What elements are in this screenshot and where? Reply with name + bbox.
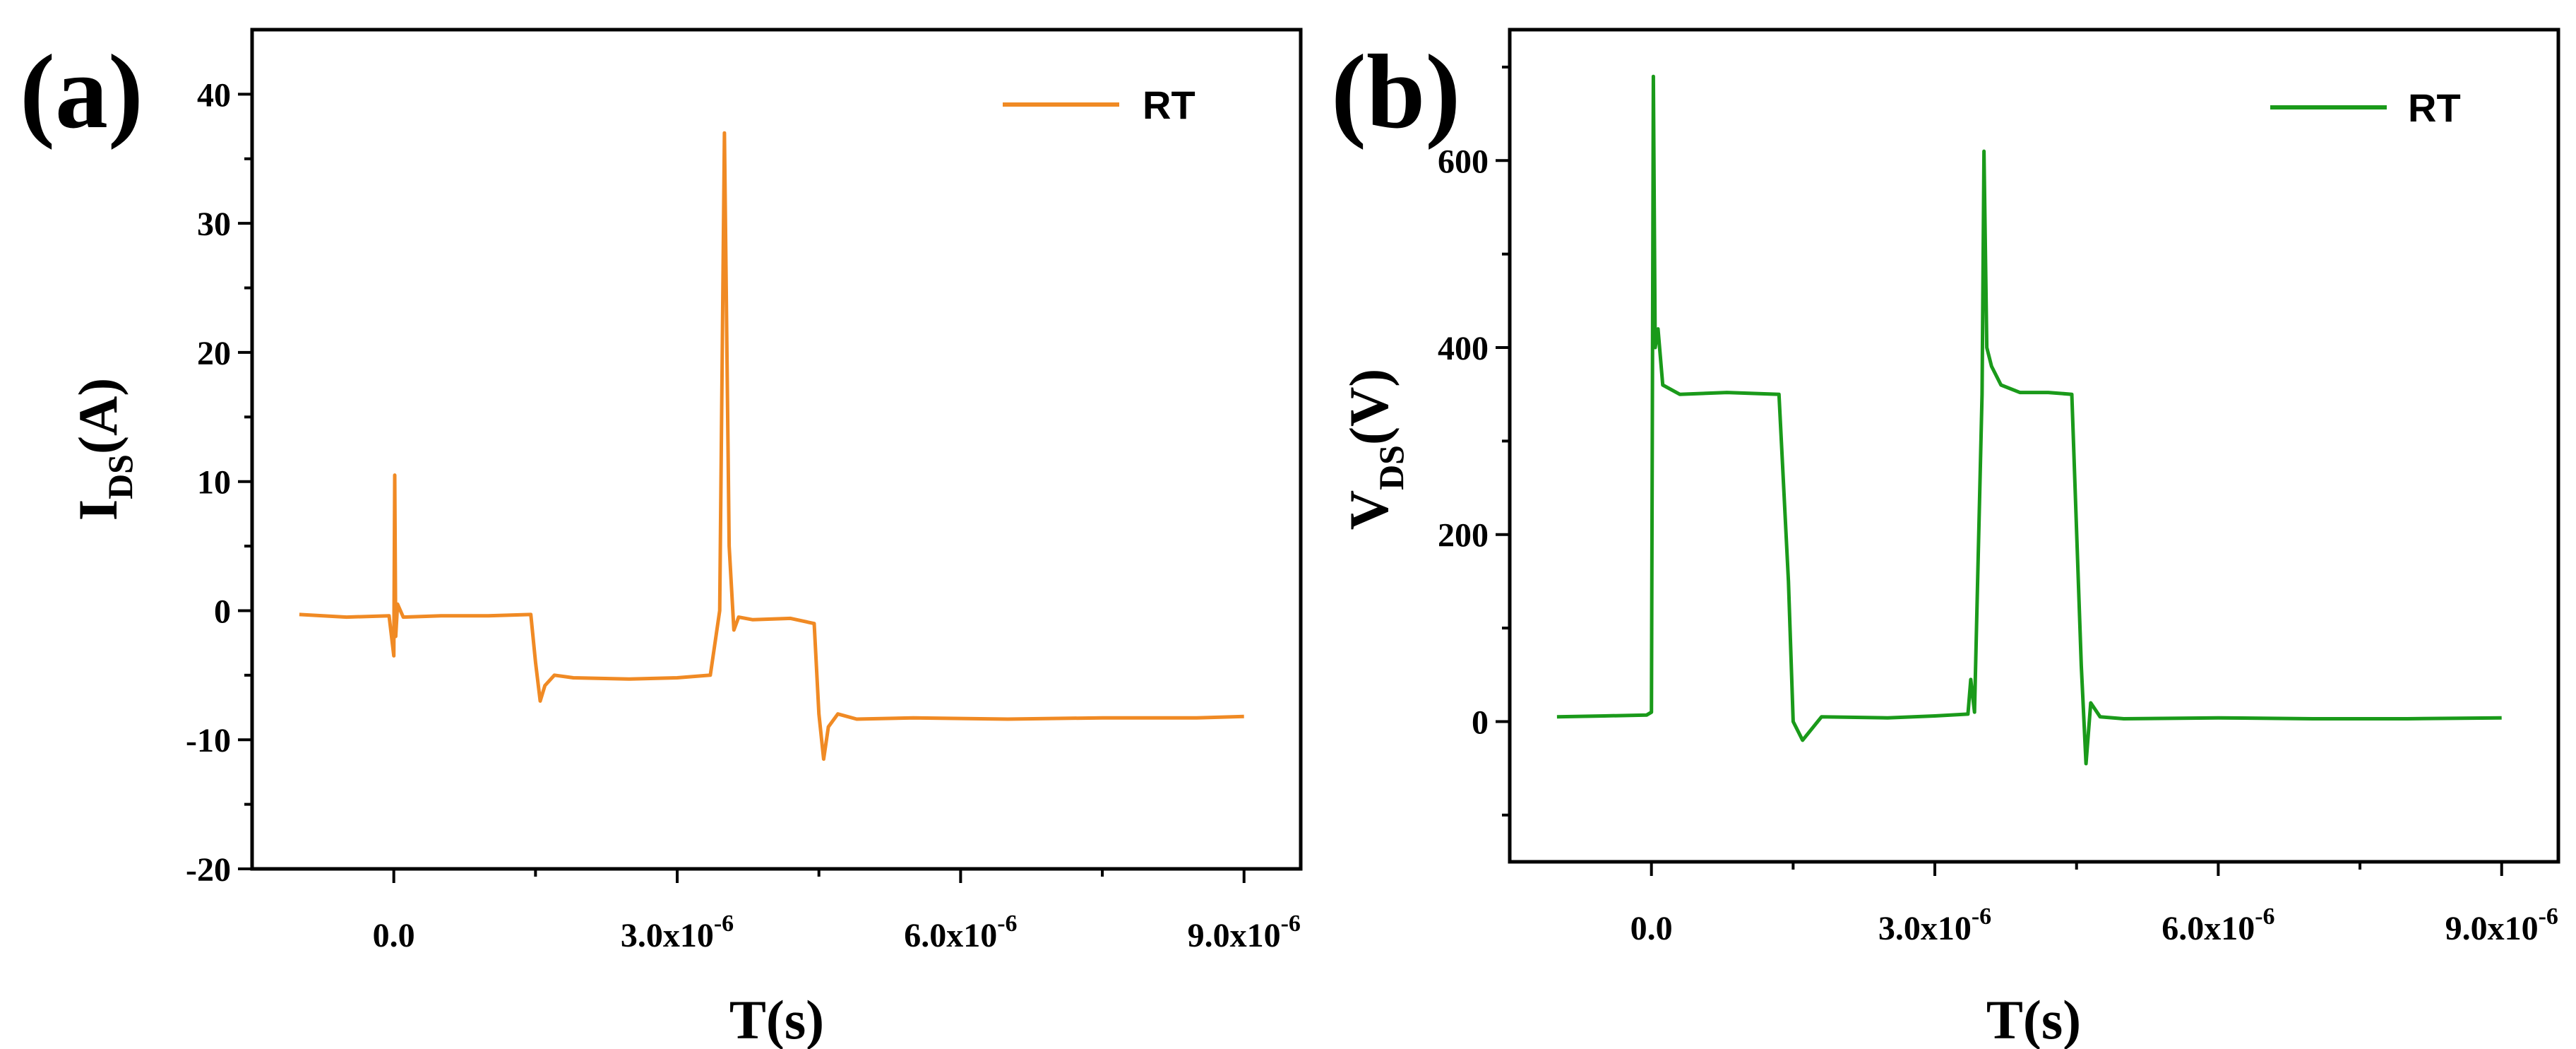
panel-a-xtick-labels: 0.0 3.0x10-6 6.0x10-6 9.0x10-6	[373, 911, 1301, 954]
panel-b-xtick-label: 0.0	[1630, 910, 1673, 947]
panel-a-legend: RT	[1003, 83, 1195, 127]
panel-a-ylabel-unit: (A)	[67, 378, 129, 454]
panel-a: (a) -20 -10 0 10 20 30 40 0.0 3.0x10-6 6.0x10-6 9…	[20, 28, 1303, 1049]
panel-a-ytick-label: 30	[197, 206, 231, 243]
panel-a-ylabel-sub: DS	[100, 454, 140, 499]
panel-a-legend-label: RT	[1143, 83, 1195, 127]
panel-b-xtick-label: 3.0x10-6	[1878, 903, 1991, 947]
panel-b-ytick-label: 200	[1438, 517, 1489, 555]
svg-text:VDS(V): VDS(V)	[1338, 369, 1411, 531]
panel-b-ytick-label: 0	[1472, 704, 1489, 741]
panel-b-ytick-label: 400	[1438, 330, 1489, 367]
panel-a-ytick-label: 10	[197, 464, 231, 502]
panel-b-ylabel-unit: (V)	[1338, 369, 1400, 445]
panel-b-ticks	[1496, 65, 2503, 876]
panel-b-ytick-label: 600	[1438, 143, 1489, 180]
panel-a-ytick-labels: -20 -10 0 10 20 30 40	[186, 76, 231, 889]
panel-b-ylabel-main: V	[1338, 490, 1400, 530]
panel-b-xlabel: T(s)	[1986, 989, 2081, 1049]
panel-a-ytick-label: 40	[197, 76, 231, 114]
panel-a-ticks	[238, 93, 1246, 883]
panel-a-ytick-label: 0	[214, 593, 231, 630]
panel-b-xtick-label: 6.0x10-6	[2161, 903, 2274, 947]
panel-a-ylabel-main: I	[67, 499, 129, 521]
panel-b-legend: RT	[2270, 85, 2461, 130]
panel-b-plot-frame	[1508, 28, 2560, 864]
panel-a-series-rt	[299, 131, 1244, 761]
panel-b-ylabel-sub: DS	[1371, 445, 1411, 490]
panel-b-legend-label: RT	[2408, 85, 2461, 130]
panel-a-ytick-label: -20	[186, 851, 231, 889]
panel-a-label: (a)	[20, 33, 143, 150]
panel-a-xtick-label: 3.0x10-6	[621, 911, 734, 954]
panel-b: (b) 0 200 400 600 0.0 3.0x10-6 6.0x10-6 9.0x10…	[1331, 28, 2560, 1049]
panel-a-ylabel: IDS(A)	[67, 378, 140, 521]
panel-a-xlabel: T(s)	[729, 989, 824, 1049]
svg-text:IDS(A): IDS(A)	[67, 378, 140, 521]
panel-b-xtick-labels: 0.0 3.0x10-6 6.0x10-6 9.0x10-6	[1630, 903, 2558, 947]
panel-a-xtick-label: 6.0x10-6	[904, 911, 1017, 954]
panel-b-series-rt	[1556, 74, 2502, 766]
panel-a-xtick-label: 0.0	[373, 917, 415, 954]
panel-a-ytick-label: 20	[197, 335, 231, 372]
panel-b-label: (b)	[1331, 33, 1460, 150]
panel-b-ylabel: VDS(V)	[1338, 369, 1411, 531]
panel-b-xtick-label: 9.0x10-6	[2445, 903, 2558, 947]
panel-b-ytick-labels: 0 200 400 600	[1438, 143, 1489, 741]
panel-a-ytick-label: -10	[186, 722, 231, 759]
panel-a-plot-frame	[250, 28, 1303, 871]
panel-a-xtick-label: 9.0x10-6	[1188, 911, 1301, 954]
